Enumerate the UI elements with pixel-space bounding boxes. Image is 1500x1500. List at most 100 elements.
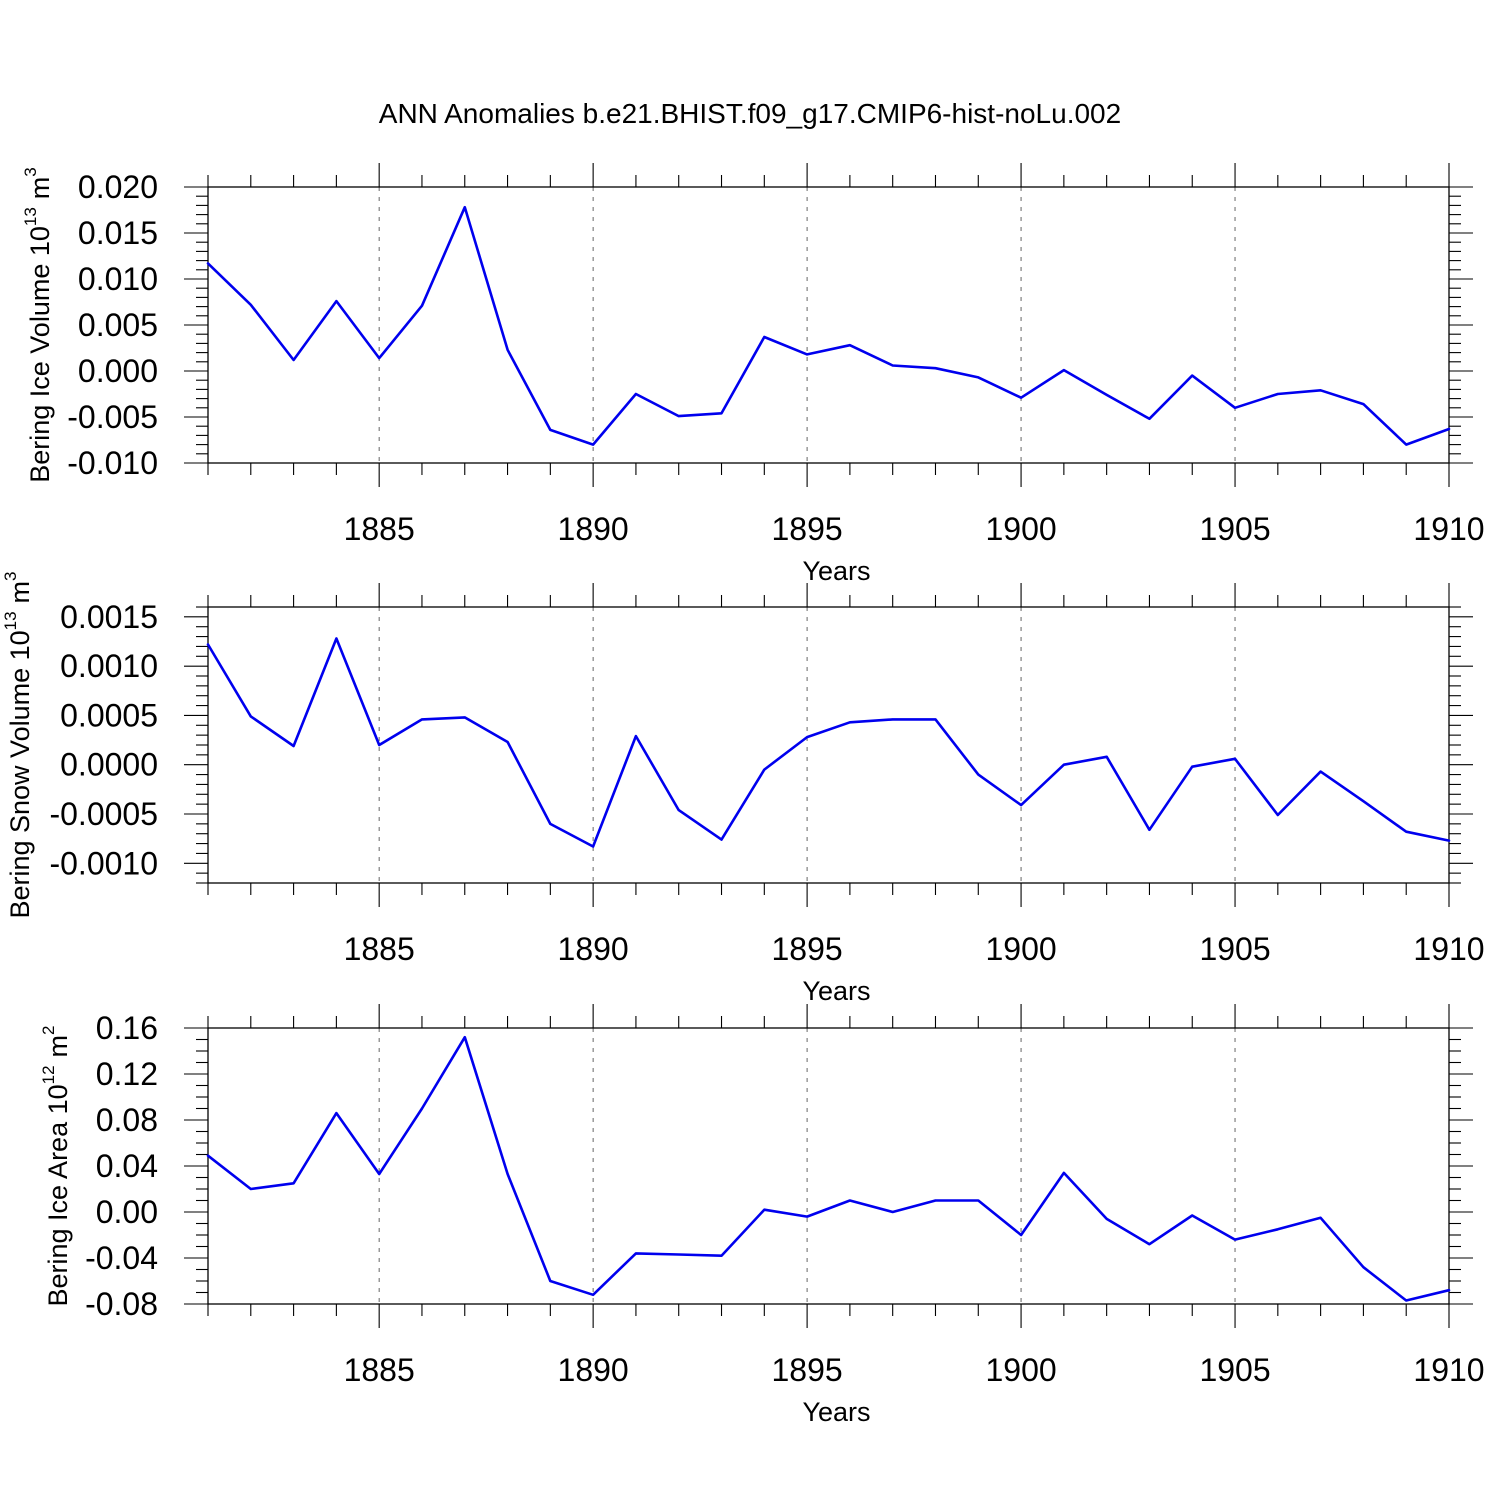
data-point-1905 bbox=[1232, 405, 1238, 411]
x-tick-label: 1885 bbox=[344, 931, 415, 967]
y-tick-label: -0.0010 bbox=[49, 845, 158, 881]
x-tick-label: 1890 bbox=[558, 511, 629, 547]
series-line bbox=[206, 637, 1451, 848]
data-point-1889 bbox=[547, 1278, 553, 1284]
x-axis-title: Years bbox=[802, 556, 870, 586]
y-axis-title-unit: m bbox=[25, 177, 55, 200]
data-point-1909 bbox=[1403, 442, 1409, 448]
data-point-1907 bbox=[1318, 387, 1324, 393]
data-point-1903 bbox=[1146, 827, 1152, 833]
x-tick-label: 1910 bbox=[1413, 1352, 1484, 1388]
data-point-1888 bbox=[505, 1171, 511, 1177]
data-point-1895 bbox=[804, 734, 810, 740]
data-point-1906 bbox=[1275, 812, 1281, 818]
x-tick-label: 1900 bbox=[985, 931, 1056, 967]
data-point-1903 bbox=[1146, 416, 1152, 422]
data-point-1883 bbox=[291, 743, 297, 749]
data-point-1900 bbox=[1018, 395, 1024, 401]
data-point-1902 bbox=[1104, 754, 1110, 760]
data-point-1904 bbox=[1189, 373, 1195, 379]
y-tick-label: 0.00 bbox=[96, 1194, 158, 1230]
data-point-1897 bbox=[890, 1209, 896, 1215]
data-point-1909 bbox=[1403, 829, 1409, 835]
data-point-1908 bbox=[1360, 1264, 1366, 1270]
x-tick-label: 1885 bbox=[344, 511, 415, 547]
y-tick-label: 0.16 bbox=[96, 1010, 158, 1046]
y-tick-label: 0.12 bbox=[96, 1056, 158, 1092]
y-axis-title-unit: m bbox=[5, 581, 35, 604]
data-point-1900 bbox=[1018, 802, 1024, 808]
data-point-1899 bbox=[975, 1198, 981, 1204]
data-point-1893 bbox=[719, 410, 725, 416]
y-tick-label: -0.04 bbox=[85, 1240, 158, 1276]
data-point-1892 bbox=[676, 413, 682, 419]
plot-frame bbox=[207, 1027, 1450, 1305]
data-point-1909 bbox=[1403, 1298, 1409, 1304]
data-point-1891 bbox=[633, 391, 639, 397]
y-axis-title-unit-exponent: 3 bbox=[1, 571, 20, 580]
data-point-1882 bbox=[248, 713, 254, 719]
x-tick-label: 1905 bbox=[1199, 1352, 1270, 1388]
y-tick-label: 0.0010 bbox=[60, 648, 158, 684]
series-line bbox=[206, 205, 1451, 446]
x-axis-title: Years bbox=[802, 976, 870, 1006]
data-point-1895 bbox=[804, 351, 810, 357]
y-axis-title-unit-exponent: 2 bbox=[39, 1025, 58, 1034]
data-point-1896 bbox=[847, 342, 853, 348]
data-point-1891 bbox=[633, 733, 639, 739]
data-point-1881 bbox=[205, 641, 211, 647]
y-tick-label: 0.04 bbox=[96, 1148, 158, 1184]
data-point-1893 bbox=[719, 837, 725, 843]
y-axis-title: Bering Ice Volume 1013 m3 bbox=[21, 167, 55, 483]
data-point-1902 bbox=[1104, 1216, 1110, 1222]
data-point-1885 bbox=[376, 355, 382, 361]
data-point-1890 bbox=[590, 442, 596, 448]
data-point-1897 bbox=[890, 362, 896, 368]
data-point-1890 bbox=[590, 1292, 596, 1298]
data-point-1894 bbox=[761, 767, 767, 773]
panel-2: 1885 1890 1895 1900 1905 1910 Years -0.0010 -0.0… bbox=[1, 571, 1484, 1006]
y-axis-title-exponent: 12 bbox=[39, 1065, 58, 1084]
data-point-1892 bbox=[676, 807, 682, 813]
data-point-1895 bbox=[804, 1214, 810, 1220]
y-tick-label: -0.0005 bbox=[49, 796, 158, 832]
y-axis-title-main: Bering Ice Volume 10 bbox=[25, 226, 55, 483]
data-point-1901 bbox=[1061, 762, 1067, 768]
data-point-1884 bbox=[333, 298, 339, 304]
y-axis-title-unit: m bbox=[43, 1035, 73, 1058]
data-point-1884 bbox=[333, 1110, 339, 1116]
data-point-1906 bbox=[1275, 391, 1281, 397]
x-tick-label: 1905 bbox=[1199, 931, 1270, 967]
data-point-1894 bbox=[761, 334, 767, 340]
data-point-1904 bbox=[1189, 1212, 1195, 1218]
data-point-1888 bbox=[505, 347, 511, 353]
y-tick-label: 0.0005 bbox=[60, 697, 158, 733]
panels: 1885 1890 1895 1900 1905 1910 Years -0.010 -0.00… bbox=[1, 163, 1485, 1427]
data-point-1905 bbox=[1232, 1237, 1238, 1243]
data-point-1893 bbox=[719, 1253, 725, 1259]
chart-title: ANN Anomalies b.e21.BHIST.f09_g17.CMIP6-… bbox=[379, 98, 1121, 129]
data-point-1889 bbox=[547, 427, 553, 433]
data-point-1888 bbox=[505, 739, 511, 745]
y-axis-title: Bering Ice Area 1012 m2 bbox=[39, 1025, 73, 1306]
data-point-1887 bbox=[462, 1034, 468, 1040]
y-tick-label: 0.010 bbox=[78, 261, 158, 297]
y-axis-title-unit-exponent: 3 bbox=[21, 167, 40, 176]
x-axis-title: Years bbox=[802, 1397, 870, 1427]
x-tick-label: 1910 bbox=[1413, 511, 1484, 547]
data-point-1890 bbox=[590, 844, 596, 850]
x-tick-label: 1900 bbox=[985, 511, 1056, 547]
y-axis-title: Bering Snow Volume 1013 m3 bbox=[1, 571, 35, 918]
data-point-1907 bbox=[1318, 769, 1324, 775]
data-point-1887 bbox=[462, 204, 468, 210]
data-point-1905 bbox=[1232, 756, 1238, 762]
x-tick-label: 1885 bbox=[344, 1352, 415, 1388]
data-point-1902 bbox=[1104, 392, 1110, 398]
x-tick-label: 1895 bbox=[772, 511, 843, 547]
data-point-1891 bbox=[633, 1250, 639, 1256]
y-tick-label: 0.08 bbox=[96, 1102, 158, 1138]
y-tick-label: 0.0000 bbox=[60, 747, 158, 783]
x-tick-label: 1910 bbox=[1413, 931, 1484, 967]
panel-3: 1885 1890 1895 1900 1905 1910 Years -0.08 -0.04 0… bbox=[39, 1004, 1485, 1427]
